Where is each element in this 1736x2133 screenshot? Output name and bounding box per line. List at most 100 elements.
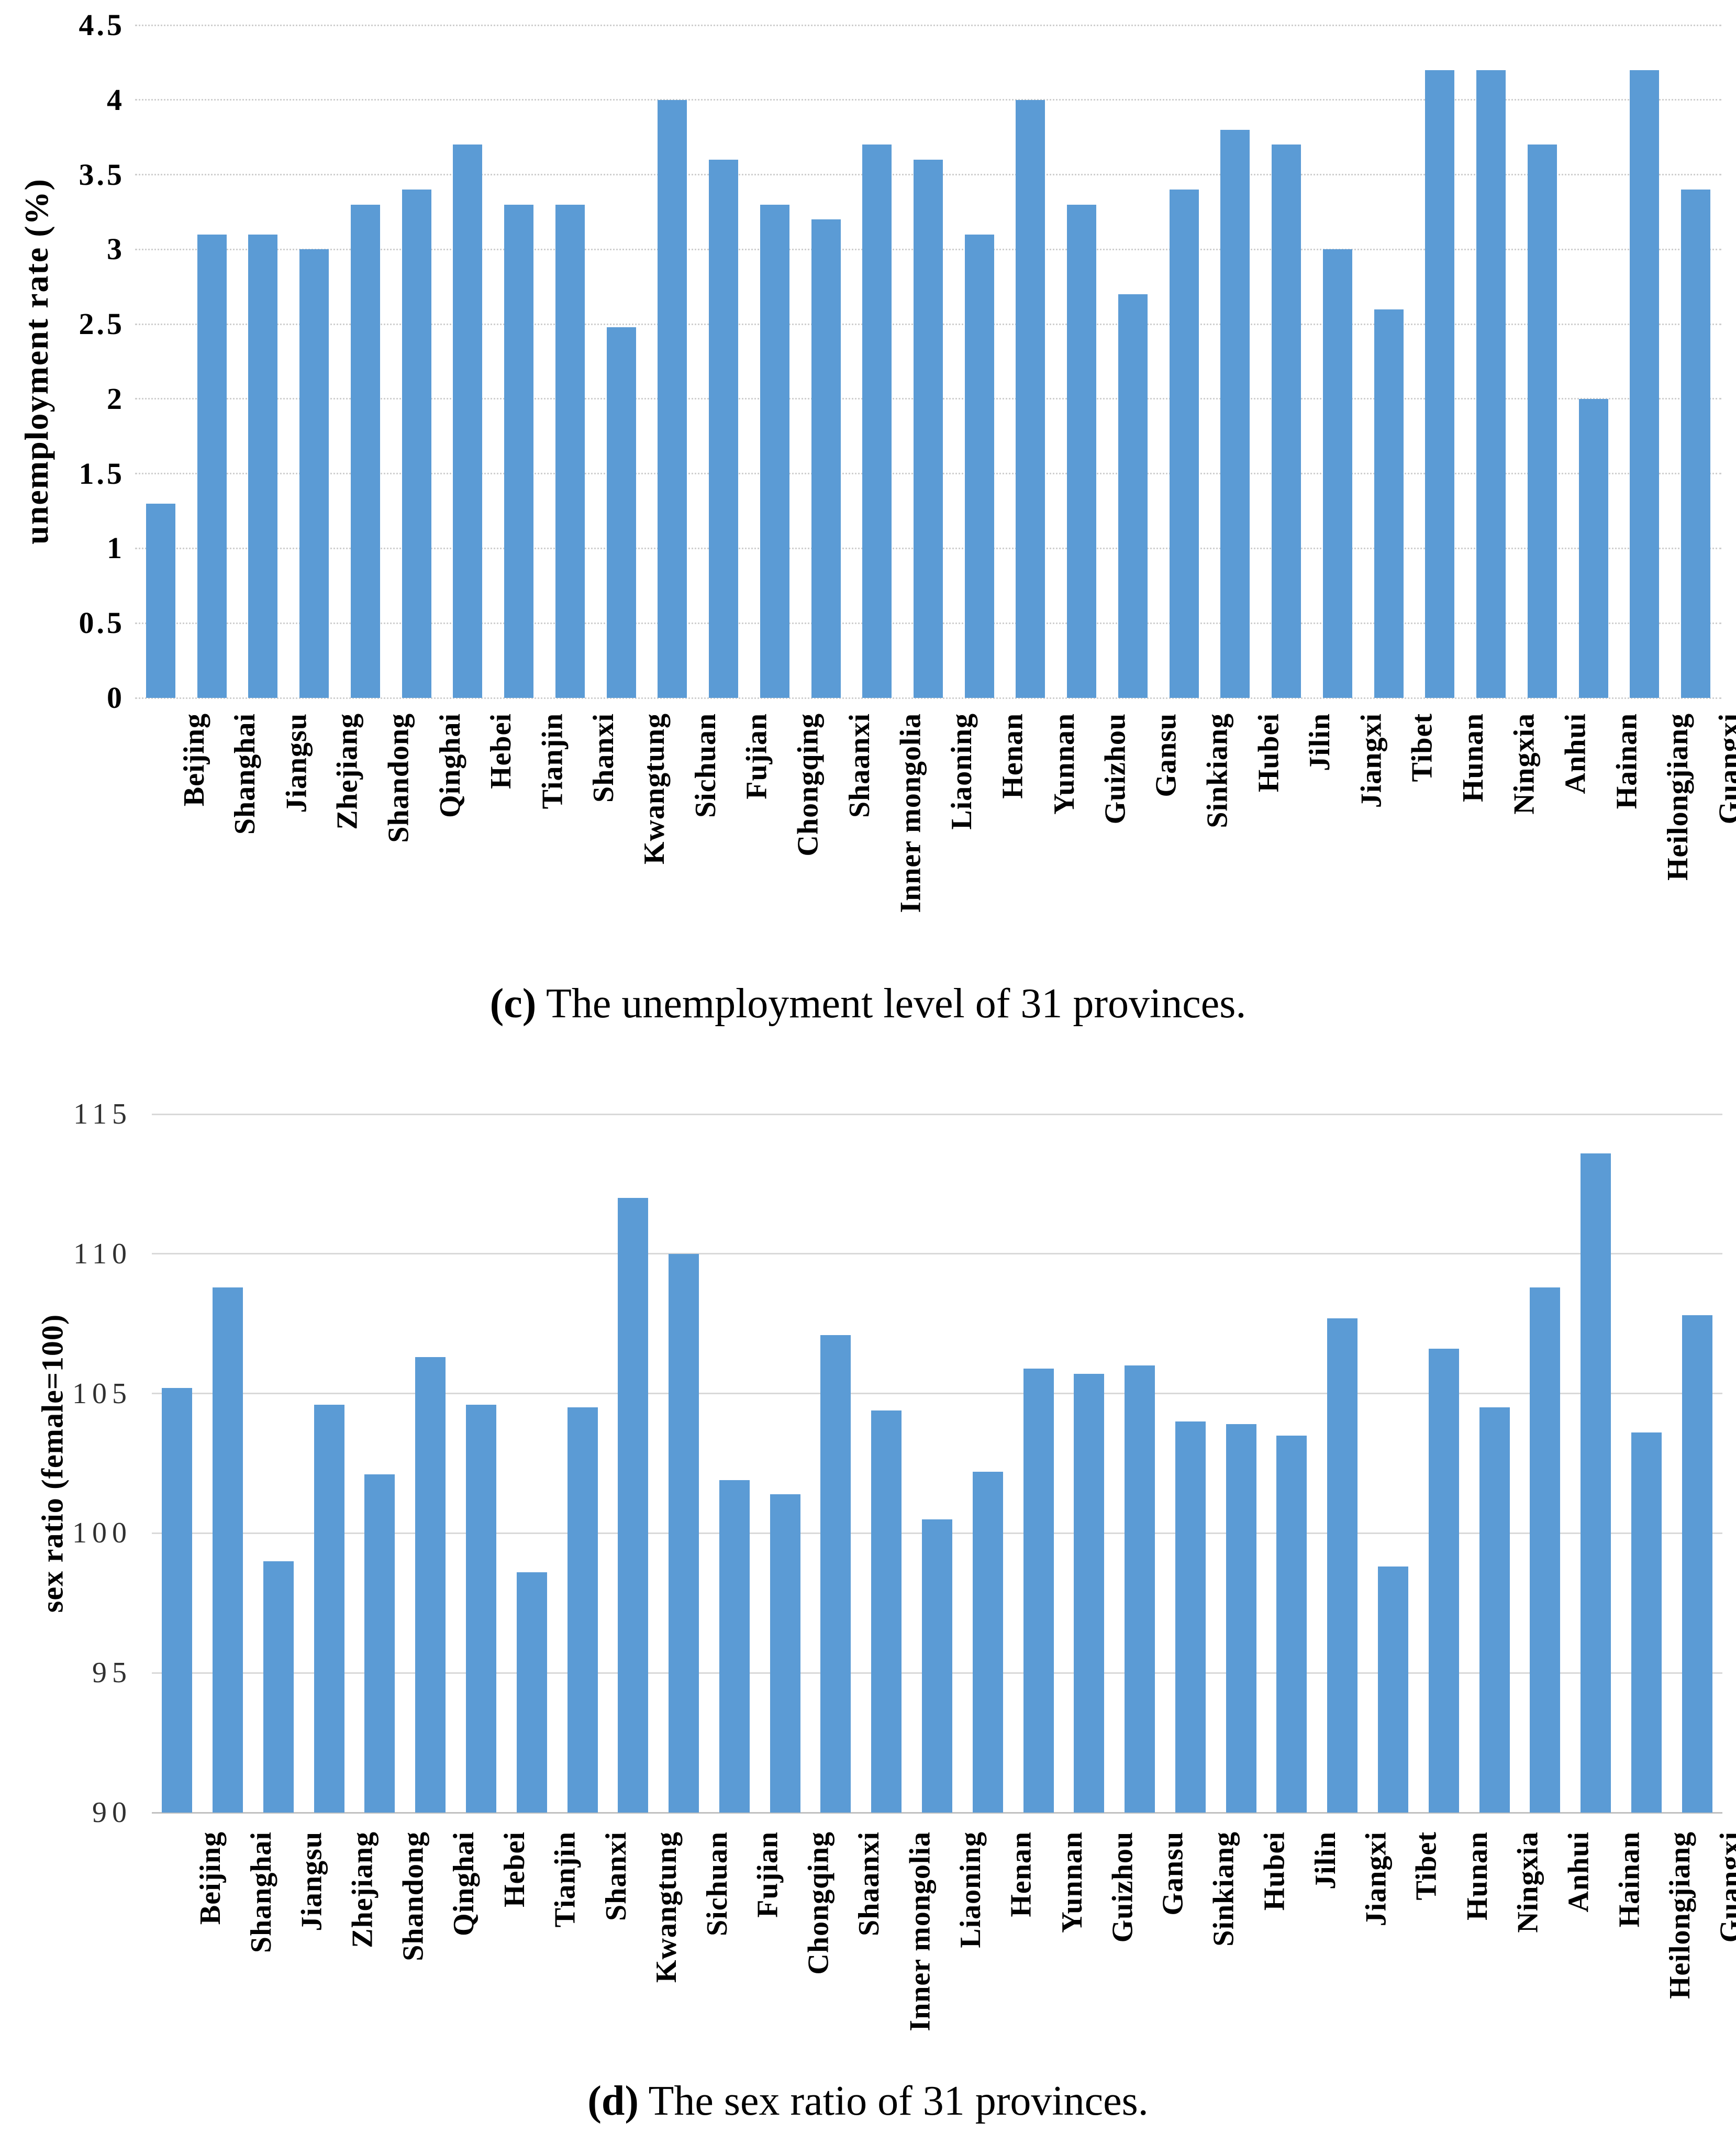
caption-d-label: (d)	[587, 2078, 639, 2124]
bar-jilin	[1276, 1435, 1307, 1813]
x-label-beijing: Beijing	[177, 713, 210, 807]
bar-jiangxi	[1322, 249, 1352, 698]
y-tick-label: 100	[72, 1517, 132, 1550]
bar-sichuan	[658, 99, 687, 698]
bar-jiangsu	[263, 1561, 294, 1813]
x-label-anhui: Anhui	[1559, 713, 1592, 794]
y-tick-label: 0	[107, 681, 125, 715]
x-label-shanxi: Shanxi	[587, 713, 620, 803]
x-label-heilongjiang: Heilongjiang	[1663, 1831, 1696, 1999]
x-label-sinkiang: Sinkiang	[1207, 1831, 1240, 1947]
bar-henan	[964, 234, 994, 698]
bar-yunnan	[1016, 99, 1045, 698]
gridline	[152, 1113, 1722, 1115]
bar-shaanxi	[811, 219, 841, 698]
bar-shaanxi	[820, 1335, 851, 1813]
caption-d-text: The sex ratio of 31 provinces.	[638, 2078, 1149, 2124]
x-label-gansu: Gansu	[1150, 713, 1183, 797]
x-label-beijing: Beijing	[194, 1831, 227, 1925]
x-label-jiangxi: Jiangxi	[1354, 713, 1387, 808]
y-tick-label: 1	[107, 531, 125, 565]
bar-jiangsu	[248, 234, 278, 698]
gridline	[135, 697, 1721, 699]
x-label-henan: Henan	[996, 713, 1029, 799]
x-label-tibet: Tibet	[1406, 713, 1439, 782]
bar-anhui	[1527, 145, 1557, 698]
bar-heilongjiang	[1630, 70, 1660, 698]
x-label-chongqing: Chongqing	[802, 1831, 835, 1975]
y-tick-label: 90	[92, 1796, 132, 1829]
x-label-heilongjiang: Heilongjiang	[1662, 713, 1695, 881]
x-label-qinghai: Qinghai	[433, 713, 466, 818]
x-label-tianjin: Tianjin	[549, 1831, 582, 1928]
x-label-guangxi: Guangxi	[1714, 1831, 1736, 1943]
bar-inner-mongolia	[871, 1410, 902, 1813]
bar-shanghai	[213, 1287, 243, 1813]
bar-shanxi	[567, 1407, 598, 1813]
bar-qinghai	[402, 190, 431, 698]
bar-chongqing	[770, 1494, 800, 1813]
bar-hubei	[1220, 129, 1250, 698]
bar-ningxia	[1476, 70, 1506, 698]
y-tick-label: 105	[72, 1377, 132, 1410]
x-label-hunan: Hunan	[1457, 713, 1490, 802]
bar-beijing	[146, 503, 175, 698]
x-label-kwangtung: Kwangtung	[650, 1831, 683, 1983]
x-label-hebei: Hebei	[498, 1831, 531, 1907]
gridline	[152, 1812, 1722, 1814]
y-tick-label: 0.5	[79, 606, 125, 640]
bar-jiangxi	[1327, 1318, 1358, 1813]
x-label-liaoning: Liaoning	[945, 713, 978, 830]
x-label-shandong: Shandong	[382, 713, 415, 843]
bar-chongqing	[760, 204, 789, 698]
x-label-anhui: Anhui	[1562, 1831, 1595, 1913]
bar-yunnan	[1023, 1368, 1054, 1813]
bar-heilongjiang	[1631, 1432, 1662, 1813]
bar-shanghai	[197, 234, 227, 698]
bar-tibet	[1374, 309, 1404, 698]
y-tick-label: 115	[73, 1098, 132, 1130]
bar-fujian	[719, 1480, 750, 1813]
bar-gansu	[1125, 1365, 1155, 1813]
x-label-shandong: Shandong	[397, 1831, 430, 1961]
y-tick-label: 3	[107, 232, 125, 266]
bar-tibet	[1377, 1567, 1408, 1813]
x-label-hubei: Hubei	[1258, 1831, 1291, 1911]
bar-shanxi	[555, 204, 585, 698]
y-tick-label: 95	[92, 1657, 132, 1690]
x-label-kwangtung: Kwangtung	[638, 713, 671, 865]
x-label-guizhou: Guizhou	[1099, 713, 1132, 825]
x-label-tianjin: Tianjin	[536, 713, 569, 809]
x-label-ningxia: Ningxia	[1508, 713, 1541, 815]
bar-anhui	[1530, 1287, 1561, 1813]
x-label-hubei: Hubei	[1252, 713, 1285, 793]
bar-henan	[972, 1472, 1003, 1813]
caption-c-label: (c)	[489, 981, 537, 1027]
y-axis-title-sex-ratio: sex ratio (female=100)	[35, 1314, 70, 1613]
y-tick-label: 2.5	[79, 307, 125, 341]
y-axis-title-unemployment: unemployment rate (%)	[18, 178, 55, 545]
bar-shandong	[364, 1474, 395, 1813]
bar-inner-mongolia	[862, 145, 892, 698]
bar-kwangtung	[618, 1198, 649, 1813]
bar-guangxi	[1681, 190, 1711, 698]
bar-beijing	[162, 1387, 193, 1813]
x-label-shaanxi: Shaanxi	[853, 1831, 886, 1936]
y-tick-label: 3.5	[79, 157, 125, 192]
x-label-chongqing: Chongqing	[792, 713, 825, 857]
bar-liaoning	[922, 1519, 952, 1813]
x-label-yunnan: Yunnan	[1048, 713, 1081, 815]
bar-sichuan	[669, 1253, 699, 1813]
bar-guangxi	[1682, 1315, 1712, 1813]
x-label-yunnan: Yunnan	[1055, 1831, 1088, 1933]
x-label-shanxi: Shanxi	[599, 1831, 632, 1921]
bar-shandong	[350, 204, 380, 698]
y-tick-label: 1.5	[79, 456, 125, 491]
x-label-zhejiang: Zhejiang	[346, 1831, 379, 1948]
x-label-sinkiang: Sinkiang	[1201, 713, 1234, 828]
bar-liaoning	[914, 160, 943, 698]
bar-jilin	[1272, 145, 1301, 698]
x-label-tibet: Tibet	[1410, 1831, 1443, 1901]
x-label-sichuan: Sichuan	[689, 713, 722, 818]
